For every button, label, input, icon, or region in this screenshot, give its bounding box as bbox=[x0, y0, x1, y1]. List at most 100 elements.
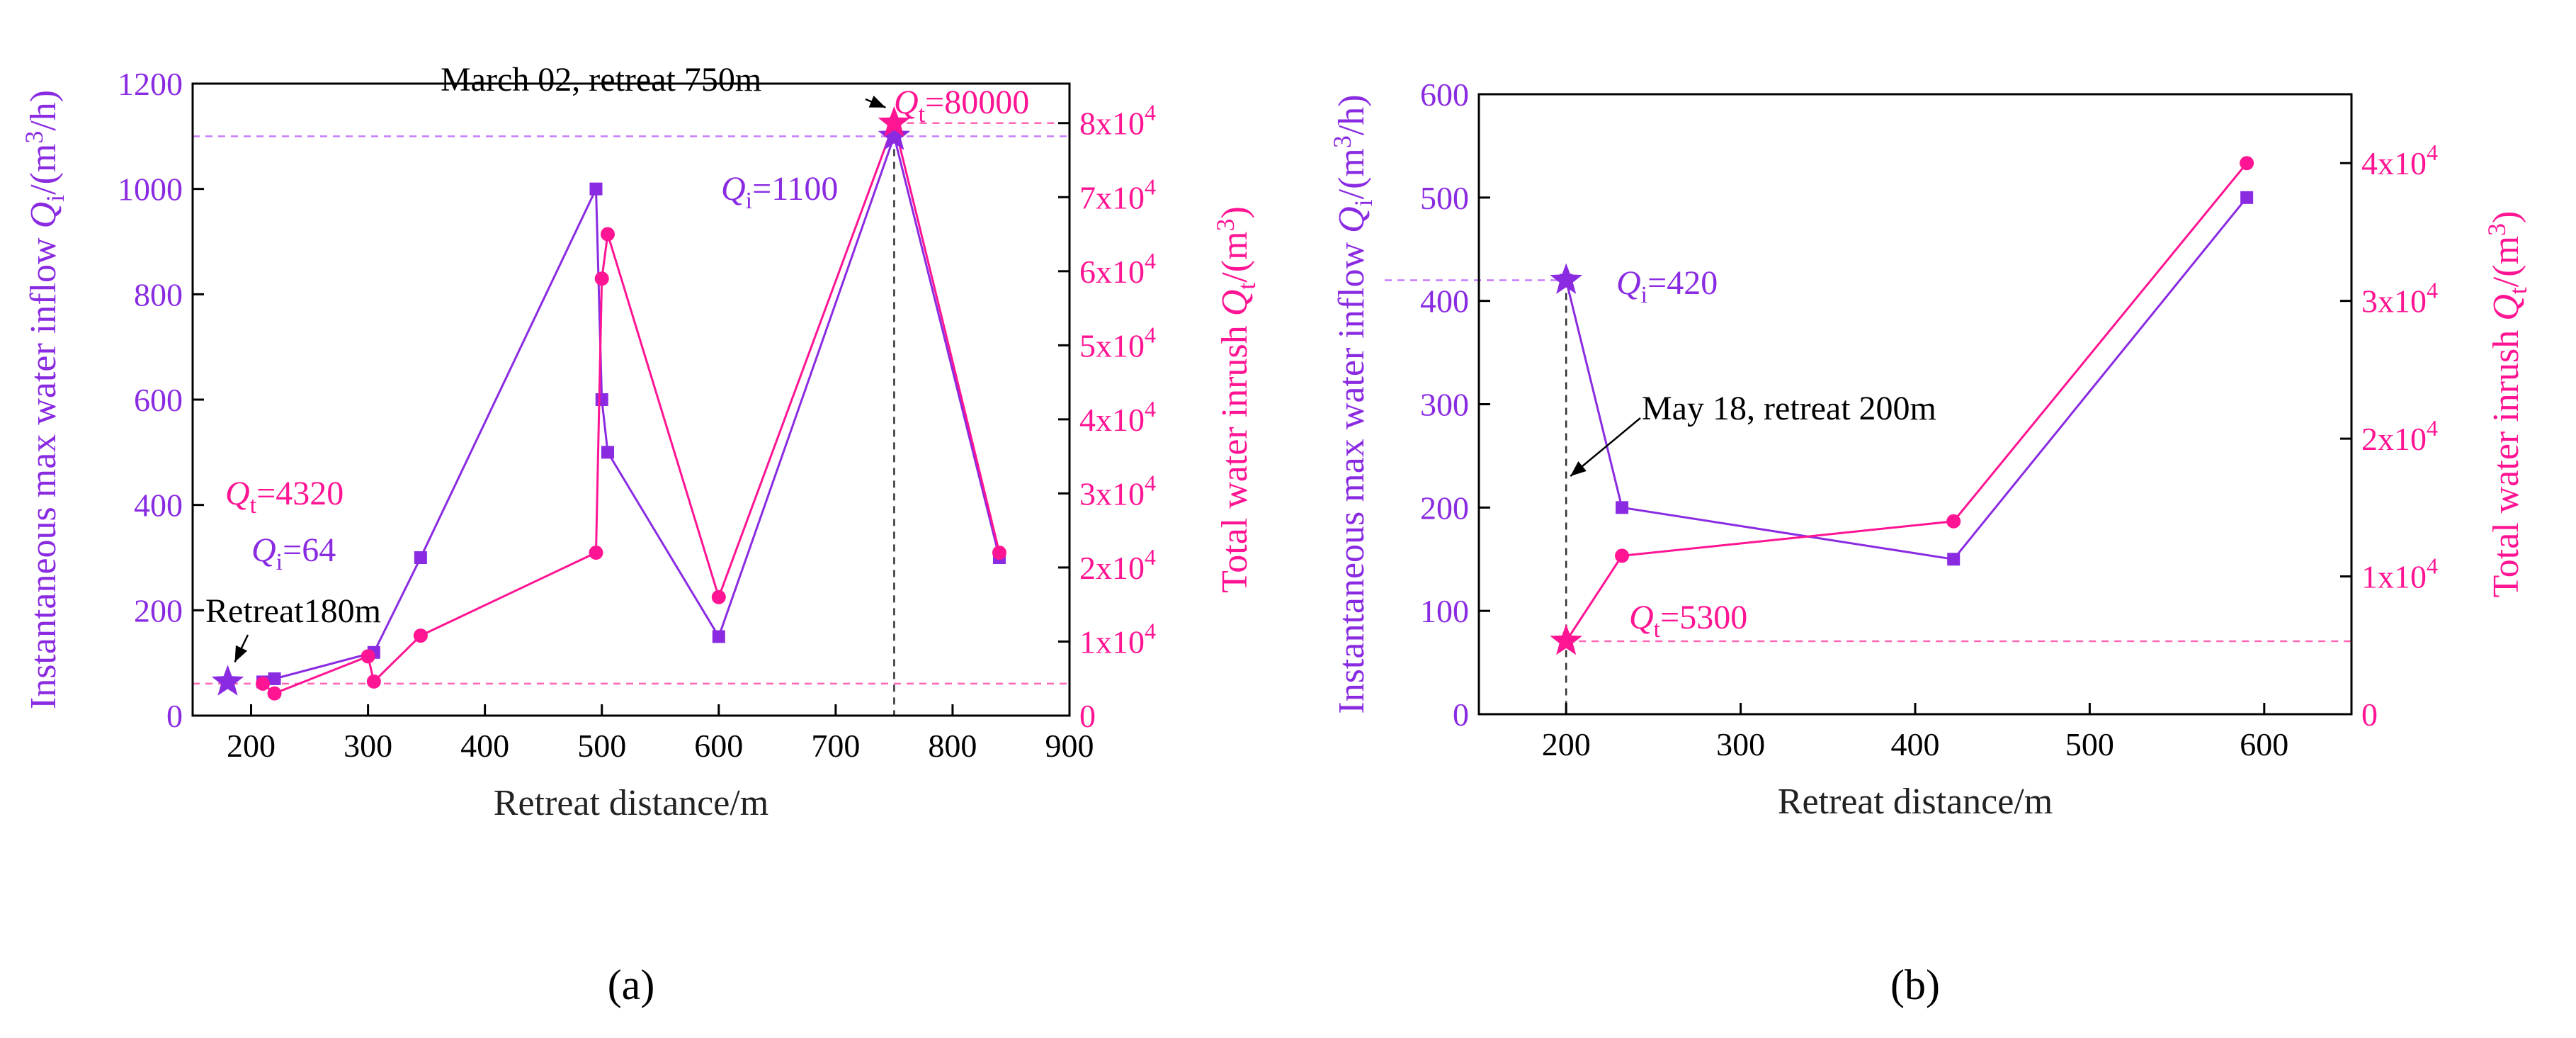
y-left-tick-label: 0 bbox=[166, 698, 183, 734]
y-right-tick-label: 2x104 bbox=[1079, 544, 1156, 586]
ann-sub: i bbox=[746, 188, 752, 214]
tick-mantissa: 5x10 bbox=[1079, 327, 1145, 363]
ann-sym: Q bbox=[251, 531, 276, 569]
series-line-qt bbox=[1565, 162, 2248, 642]
star-marker-qt bbox=[1550, 624, 1582, 655]
data-point-qi bbox=[1947, 553, 1961, 566]
y-right-unit-pre: /(m bbox=[2486, 236, 2526, 287]
annotations: Qi=420 Qt=5300 May 18, retreat 200m bbox=[1570, 264, 1936, 643]
annotation-may-18: May 18, retreat 200m bbox=[1642, 390, 1936, 427]
x-tick-label: 700 bbox=[811, 728, 860, 764]
tick-labels: 200 300 400 500 600 700 800 9000200400600800100… bbox=[118, 66, 1156, 764]
y-left-tick-label: 1200 bbox=[118, 66, 183, 102]
arrow-retreat-head bbox=[234, 645, 248, 662]
annotation-qt-5300: Qt=5300 bbox=[1629, 599, 1747, 643]
y-left-base: Instantaneous max water inflow bbox=[1332, 233, 1372, 714]
tick-labels: 200 300 400 500 600010020030040050060001x104… bbox=[1420, 77, 2438, 762]
x-tick-label: 500 bbox=[577, 728, 626, 764]
ann-val: =4320 bbox=[256, 475, 344, 512]
tick-mantissa: 6x10 bbox=[1079, 254, 1145, 290]
ann-sub: t bbox=[1654, 616, 1661, 643]
tick-exponent: 4 bbox=[1145, 618, 1156, 643]
data-point-qt bbox=[361, 649, 375, 664]
ann-sub: i bbox=[1641, 282, 1647, 308]
y-left-tick-label: 800 bbox=[134, 276, 183, 312]
x-tick-label: 400 bbox=[1891, 726, 1940, 762]
x-tick-label: 300 bbox=[344, 728, 392, 764]
y-left-sub: i bbox=[41, 195, 69, 202]
y-right-base: Total water inrush bbox=[1215, 316, 1255, 593]
y-right-tick-label: 4x104 bbox=[2361, 140, 2438, 181]
y-left-tick-label: 600 bbox=[134, 382, 183, 418]
tick-mantissa: 8x10 bbox=[1079, 106, 1145, 142]
annotation-qt-80000: Qt=80000 bbox=[894, 84, 1029, 128]
y-axis-label-left: Instantaneous max water inflow Qi/(m3/h) bbox=[1328, 94, 1378, 713]
data-point-qt bbox=[256, 676, 271, 691]
data-point-qt bbox=[1946, 514, 1961, 529]
ann-sym: Q bbox=[721, 170, 746, 208]
ann-val: =80000 bbox=[925, 84, 1029, 121]
plot-frame bbox=[1477, 93, 2353, 716]
y-left-tick-label: 400 bbox=[134, 487, 183, 524]
annotation-qi-1100: Qi=1100 bbox=[721, 170, 838, 214]
series-line-qi bbox=[1565, 196, 2248, 560]
x-tick-label: 400 bbox=[460, 728, 509, 764]
y-right-sup: 3 bbox=[1211, 218, 1239, 231]
tick-mantissa: 1x10 bbox=[1079, 624, 1145, 660]
tick-mantissa: 3x10 bbox=[2361, 283, 2427, 320]
guide-lines bbox=[1385, 279, 2351, 714]
y-axis-label-left: Instantaneous max water inflow Qi/(m3/h) bbox=[20, 90, 69, 709]
tick-exponent: 4 bbox=[1145, 396, 1156, 422]
tick-mantissa: 1x10 bbox=[2361, 559, 2427, 595]
y-right-sub: t bbox=[1232, 283, 1261, 290]
x-axis-label: Retreat distance/m bbox=[494, 783, 768, 823]
y-right-tick-label: 5x104 bbox=[1079, 322, 1156, 363]
y-right-tick-label: 1x104 bbox=[2361, 553, 2438, 595]
y-left-base: Instantaneous max water inflow bbox=[23, 228, 64, 709]
y-left-tick-label: 200 bbox=[134, 592, 183, 628]
x-tick-label: 300 bbox=[1716, 726, 1765, 762]
data-point-qi bbox=[1616, 501, 1629, 514]
tick-exponent: 4 bbox=[1145, 544, 1156, 570]
y-right-tick-label: 0 bbox=[2361, 696, 2378, 733]
ann-val: =5300 bbox=[1660, 599, 1747, 636]
data-series bbox=[1550, 156, 2254, 655]
tick-mantissa: 2x10 bbox=[2361, 421, 2427, 457]
ann-val: =64 bbox=[283, 531, 336, 569]
x-tick-label: 600 bbox=[694, 728, 743, 764]
y-right-sym: Q bbox=[2486, 294, 2526, 321]
ann-sym: Q bbox=[225, 475, 250, 512]
data-point-qt bbox=[1615, 548, 1630, 563]
ann-sym: Q bbox=[1629, 599, 1654, 636]
y-right-tick-label: 3x104 bbox=[1079, 470, 1156, 512]
star-marker-qi bbox=[211, 665, 244, 696]
y-right-tick-label: 4x104 bbox=[1079, 396, 1156, 438]
y-left-sym: Q bbox=[1332, 206, 1372, 233]
data-point-qi bbox=[414, 551, 427, 564]
y-right-unit-post: ) bbox=[1215, 206, 1255, 218]
tick-exponent: 4 bbox=[2427, 140, 2438, 165]
ann-sym: Q bbox=[1616, 264, 1641, 302]
panel-label-a: (a) bbox=[608, 961, 655, 1008]
data-point-qt bbox=[2240, 156, 2254, 171]
y-right-tick-label: 0 bbox=[1079, 698, 1096, 734]
x-tick-label: 600 bbox=[2240, 726, 2288, 762]
tick-exponent: 4 bbox=[2427, 553, 2438, 579]
y-left-tick-label: 0 bbox=[1453, 696, 1469, 733]
x-tick-label: 500 bbox=[2065, 726, 2114, 762]
tick-exponent: 4 bbox=[1145, 470, 1156, 495]
tick-exponent: 4 bbox=[1145, 322, 1156, 347]
y-left-unit-post: /h) bbox=[23, 90, 64, 131]
ann-sub: i bbox=[276, 549, 283, 575]
y-right-tick-label: 6x104 bbox=[1079, 248, 1156, 290]
y-left-sym: Q bbox=[23, 202, 64, 229]
y-right-tick-label: 1x104 bbox=[1079, 618, 1156, 660]
chart-panel-a: 200 300 400 500 600 700 800 9000200400600800100… bbox=[20, 61, 1261, 1008]
tick-mantissa: 0 bbox=[2361, 696, 2378, 733]
data-point-qt bbox=[711, 589, 726, 604]
star-marker-qt bbox=[878, 106, 911, 137]
annotations: Qt=4320 Qi=64 Retreat180m March 02, retr… bbox=[205, 61, 1029, 662]
data-point-qt bbox=[992, 546, 1006, 560]
